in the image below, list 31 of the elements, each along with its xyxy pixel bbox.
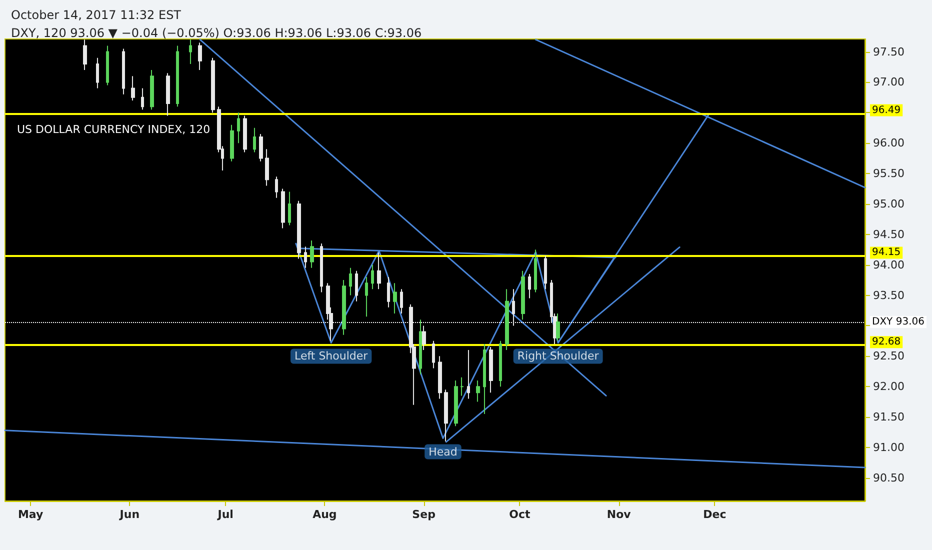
y-tick-label: 92.00 <box>873 380 904 394</box>
y-tick-label: 91.50 <box>873 410 904 424</box>
y-tick-label: 95.50 <box>873 167 904 180</box>
ref-line-label: 96.49 <box>872 104 901 116</box>
ref-line-label: DXY 93.06 <box>872 316 924 328</box>
y-tick-label: 91.00 <box>873 440 904 454</box>
y-tick-label: 96.00 <box>873 136 904 150</box>
y-tick-label: 95.00 <box>873 197 904 210</box>
annotation: Right Shoulder <box>517 350 600 363</box>
annotation: Left Shoulder <box>294 350 368 363</box>
y-tick-label: 97.00 <box>873 76 904 89</box>
x-tick-label: May <box>18 508 44 521</box>
x-tick-label: Nov <box>606 508 632 521</box>
ref-line-label: 92.68 <box>872 336 901 348</box>
y-tick-label: 93.50 <box>873 288 904 302</box>
x-tick-label: Oct <box>509 508 530 521</box>
x-tick-label: Dec <box>703 508 726 521</box>
text: US DOLLAR CURRENCY INDEX, 120 <box>17 123 210 136</box>
y-tick-label: 94.50 <box>873 228 904 241</box>
y-tick-label: 90.50 <box>873 471 904 484</box>
x-tick-label: Aug <box>312 508 337 521</box>
x-tick-label: Jun <box>118 508 140 521</box>
annotation: Head <box>428 445 458 458</box>
chart-subtitle: October 14, 2017 11:32 EST <box>11 8 182 22</box>
x-tick-label: Jul <box>216 508 234 521</box>
ref-line-label: 94.15 <box>872 247 901 258</box>
y-tick-label: 97.50 <box>873 45 904 58</box>
annotation: DXY, 120 93.06 ▼ −0.04 (−0.05%) O:93.06 H:93.06 L:93.06 C:93.06 <box>11 26 422 40</box>
y-tick-label: 92.50 <box>873 350 904 363</box>
y-tick-label: 94.00 <box>873 258 904 272</box>
x-tick-label: Sep <box>412 508 436 521</box>
